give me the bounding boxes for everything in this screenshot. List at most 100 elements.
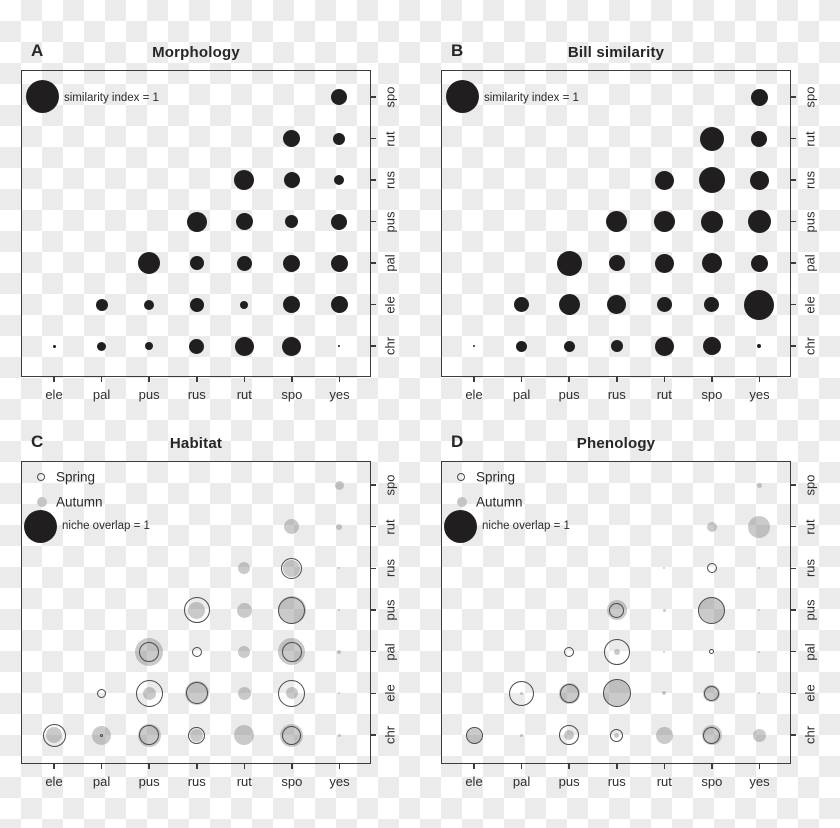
similarity-dot (186, 211, 207, 232)
similarity-dot (744, 289, 775, 320)
similarity-dot (514, 297, 530, 312)
y-tick-label: rus (382, 559, 398, 578)
x-tick-label: pus (138, 774, 160, 789)
autumn-dot (284, 519, 300, 535)
spring-circle (559, 725, 580, 746)
similarity-dot (334, 175, 345, 185)
similarity-dot (282, 336, 302, 356)
x-tick (195, 376, 198, 383)
y-tick-label: rut (802, 130, 818, 147)
legend-reference-label: niche overlap = 1 (482, 520, 570, 532)
panel-letter: D (451, 432, 464, 451)
x-tick-label: rut (656, 774, 672, 789)
x-tick (615, 376, 618, 383)
y-tick-label: pus (802, 211, 818, 232)
y-tick (790, 96, 797, 98)
y-tick (790, 567, 797, 570)
spring-circle (602, 679, 631, 708)
similarity-dot (189, 256, 204, 270)
y-tick-label: chr (802, 725, 818, 745)
autumn-dot (756, 482, 762, 488)
autumn-dot (752, 728, 766, 742)
spring-circle (278, 679, 306, 707)
x-tick-label: rus (607, 387, 626, 402)
x-tick (291, 376, 293, 383)
similarity-dot (330, 254, 348, 272)
panel-letter: C (31, 432, 44, 451)
similarity-dot (144, 299, 155, 310)
spring-circle (281, 641, 302, 662)
legend-reference-dot (26, 80, 59, 113)
y-tick-label: spo (382, 86, 398, 108)
y-tick (370, 567, 377, 570)
y-tick (790, 137, 797, 140)
x-tick-label: rut (656, 387, 672, 402)
similarity-dot (698, 167, 725, 193)
x-tick (148, 763, 150, 770)
y-tick-label: pus (382, 599, 398, 621)
legend-reference-label: similarity index = 1 (484, 92, 579, 104)
legend-autumn-label: Autumn (56, 494, 103, 510)
x-tick-label: pus (138, 387, 160, 402)
x-tick (663, 763, 666, 770)
x-tick (100, 763, 103, 770)
y-tick-label: rut (382, 519, 398, 535)
spring-circle (706, 563, 717, 574)
similarity-dot (516, 340, 528, 352)
similarity-dot (473, 345, 475, 347)
similarity-dot (654, 336, 674, 356)
panel-title: Habitat (169, 435, 223, 452)
spring-circle (188, 726, 206, 744)
x-tick (663, 376, 666, 383)
legend-reference-dot (446, 80, 479, 113)
autumn-dot (520, 733, 524, 737)
y-tick (790, 525, 797, 528)
autumn-dot (662, 608, 666, 612)
similarity-dot (285, 215, 299, 228)
x-tick-label: yes (329, 387, 350, 402)
spring-circle (139, 725, 160, 746)
legend-autumn-label: Autumn (476, 494, 523, 510)
similarity-dot (189, 338, 205, 354)
similarity-dot (331, 213, 348, 230)
autumn-dot (338, 692, 341, 695)
y-tick (790, 484, 797, 486)
x-tick-label: pal (512, 387, 531, 402)
spring-circle (559, 683, 579, 703)
autumn-dot (337, 649, 342, 654)
panel-phenology: D Phenology Spring Autumn niche overlap … (441, 432, 818, 789)
y-tick (370, 609, 377, 611)
x-tick-label: pal (512, 774, 531, 789)
x-tick-label: rus (187, 387, 206, 402)
spring-circle (185, 682, 208, 705)
y-tick-label: rus (382, 170, 398, 190)
y-tick (790, 609, 797, 611)
y-tick (790, 692, 797, 695)
y-tick-label: ele (802, 684, 818, 703)
similarity-dot (656, 297, 672, 312)
similarity-dot (283, 172, 300, 188)
similarity-dot (700, 210, 723, 233)
panel-title: Morphology (152, 44, 240, 61)
similarity-dot (235, 213, 253, 230)
similarity-dot (52, 344, 56, 348)
autumn-dot (337, 733, 341, 737)
x-tick (711, 763, 713, 770)
y-tick (370, 303, 377, 306)
x-tick-label: pal (92, 774, 111, 789)
spring-circle (42, 723, 66, 747)
x-tick (520, 376, 523, 383)
similarity-dot (563, 340, 575, 352)
x-tick-label: pus (558, 774, 580, 789)
spring-circle (278, 596, 306, 624)
similarity-dot (283, 254, 301, 272)
similarity-dot (606, 211, 628, 232)
y-tick-label: chr (382, 725, 398, 745)
spring-circle (135, 679, 163, 707)
similarity-dot (283, 296, 301, 313)
autumn-dot (663, 650, 666, 653)
y-tick-label: rut (802, 519, 818, 535)
panel-habitat: C Habitat Spring Autumn niche overlap = … (21, 432, 398, 789)
legend-autumn-icon (37, 497, 47, 507)
